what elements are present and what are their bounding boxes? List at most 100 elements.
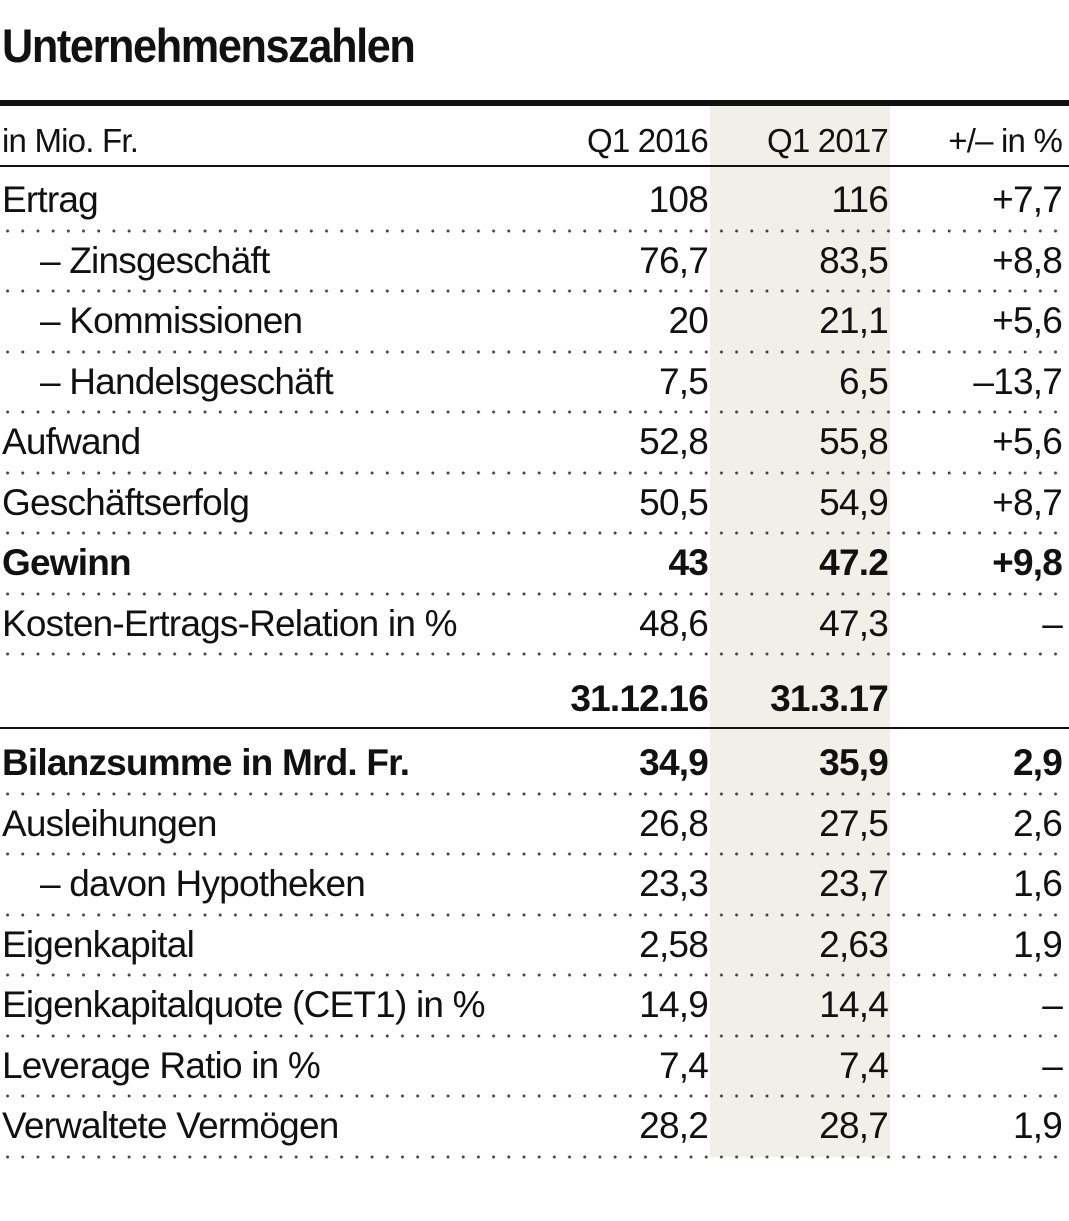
cell-value: 28,2 xyxy=(639,1105,709,1147)
cell-value: 20 xyxy=(668,300,708,342)
cell-value: 2,63 xyxy=(819,923,889,965)
dotted-separator xyxy=(0,1033,1069,1038)
cell-value: 14,4 xyxy=(819,984,889,1026)
cell-value: 76,7 xyxy=(639,239,709,281)
cell-value: 116 xyxy=(831,179,888,221)
cell-value: 50,5 xyxy=(639,481,709,523)
table-row: Eigenkapitalquote (CET1) in % 14,9 14,4 – xyxy=(0,975,1069,1036)
row-label: – Handelsgeschäft xyxy=(40,360,334,402)
cell-value: 23,7 xyxy=(819,863,889,905)
cell-value: 43 xyxy=(668,542,708,584)
cell-value: 7,4 xyxy=(838,1044,889,1086)
cell-value: 47,3 xyxy=(819,602,889,644)
cell-value: 52,8 xyxy=(639,421,709,463)
table-row: Leverage Ratio in % 7,4 7,4 – xyxy=(0,1036,1069,1097)
dotted-separator xyxy=(0,470,1069,475)
row-label: Verwaltete Vermögen xyxy=(2,1105,339,1147)
row-label: Gewinn xyxy=(2,542,132,584)
dotted-separator xyxy=(0,852,1069,856)
cell-value: 26,8 xyxy=(639,802,709,844)
cell-value: 2,58 xyxy=(639,923,709,965)
dotted-separator xyxy=(0,531,1069,535)
row-label: Geschäftserfolg xyxy=(2,481,250,523)
cell-value: – xyxy=(1042,1044,1063,1086)
dotted-separator xyxy=(0,349,1069,354)
dotted-separator xyxy=(0,912,1069,917)
dotted-separator xyxy=(0,228,1069,233)
cell-value: +8,7 xyxy=(992,481,1063,523)
column-header: +/– in % xyxy=(948,122,1063,159)
table-row: Geschäftserfolg 50,5 54,9 +8,7 xyxy=(0,473,1069,534)
cell-value: 47.2 xyxy=(819,542,889,584)
cell-value: +5,6 xyxy=(992,300,1063,342)
cell-value: 28,7 xyxy=(819,1105,889,1147)
cell-value: 14,9 xyxy=(639,984,709,1026)
column-shade xyxy=(710,105,890,1157)
cell-value: 35,9 xyxy=(819,742,889,784)
date-row: 31.12.16 31.3.17 xyxy=(0,672,1069,726)
table-row: Aufwand 52,8 55,8 +5,6 xyxy=(0,412,1069,473)
title: Unternehmenszahlen xyxy=(2,19,416,72)
cell-value: 54,9 xyxy=(819,481,889,523)
column-header: Q1 2017 xyxy=(766,122,889,159)
cell-value: 34,9 xyxy=(639,742,709,784)
dotted-separator xyxy=(0,973,1069,977)
cell-value: +8,8 xyxy=(992,239,1063,281)
row-label: Aufwand xyxy=(2,421,141,463)
cell-value: 23,3 xyxy=(639,863,709,905)
dotted-separator xyxy=(0,791,1069,796)
row-label: Ertrag xyxy=(2,179,99,221)
table-row: Ausleihungen 26,8 27,5 2,6 xyxy=(0,794,1069,855)
dotted-separator xyxy=(0,1094,1069,1098)
cell-value: 2,9 xyxy=(1012,742,1063,784)
cell-value: 1,9 xyxy=(1012,923,1063,965)
row-label: – davon Hypotheken xyxy=(40,863,366,905)
table-row: – davon Hypotheken 23,3 23,7 1,6 xyxy=(0,854,1069,915)
row-label: Eigenkapitalquote (CET1) in % xyxy=(2,984,486,1026)
dotted-separator xyxy=(0,410,1069,414)
table-row: – Handelsgeschäft 7,5 6,5 –13,7 xyxy=(0,352,1069,413)
cell-value: 7,4 xyxy=(658,1044,709,1086)
cell-value: 48,6 xyxy=(639,602,709,644)
cell-value: +7,7 xyxy=(992,179,1063,221)
row-label: Eigenkapital xyxy=(2,923,195,965)
date-header: 31.12.16 xyxy=(570,678,708,719)
table-row: – Zinsgeschäft 76,7 83,5 +8,8 xyxy=(0,231,1069,292)
column-header: in Mio. Fr. xyxy=(2,122,139,159)
row-label: Ausleihungen xyxy=(2,802,217,844)
dotted-separator xyxy=(0,591,1069,596)
cell-value: 21,1 xyxy=(819,300,889,342)
cell-value: 6,5 xyxy=(838,360,889,402)
cell-value: – xyxy=(1042,602,1063,644)
table-row: Gewinn 43 47.2 +9,8 xyxy=(0,533,1069,594)
table-row: Bilanzsumme in Mrd. Fr. 34,9 35,9 2,9 xyxy=(0,733,1069,794)
dotted-separator xyxy=(0,652,1069,656)
cell-value: +9,8 xyxy=(992,542,1063,584)
cell-value: 2,6 xyxy=(1012,802,1063,844)
header-row: in Mio. Fr. Q1 2016 Q1 2017 +/– in % xyxy=(0,118,1069,164)
column-header: Q1 2016 xyxy=(586,122,709,159)
date-header: 31.3.17 xyxy=(770,678,889,719)
dotted-separator xyxy=(0,1154,1069,1159)
table-row: Verwaltete Vermögen 28,2 28,7 1,9 xyxy=(0,1096,1069,1157)
cell-value: 55,8 xyxy=(819,421,889,463)
cell-value: 7,5 xyxy=(658,360,709,402)
dotted-separator xyxy=(0,289,1069,293)
table-row: Eigenkapital 2,58 2,63 1,9 xyxy=(0,915,1069,976)
cell-value: 83,5 xyxy=(819,239,889,281)
date-rule xyxy=(0,727,1069,729)
cell-value: +5,6 xyxy=(992,421,1063,463)
row-label: Leverage Ratio in % xyxy=(2,1044,321,1086)
table-row: – Kommissionen 20 21,1 +5,6 xyxy=(0,291,1069,352)
cell-value: 1,9 xyxy=(1012,1105,1063,1147)
cell-value: 108 xyxy=(648,179,709,221)
row-label: – Kommissionen xyxy=(40,300,303,342)
table-row: Ertrag 108 116 +7,7 xyxy=(0,170,1069,231)
cell-value: –13,7 xyxy=(973,360,1062,402)
header-rule xyxy=(0,165,1069,167)
table-row: Kosten-Ertrags-Relation in % 48,6 47,3 – xyxy=(0,594,1069,655)
top-rule xyxy=(0,100,1069,106)
row-label: – Zinsgeschäft xyxy=(40,239,270,281)
cell-value: 27,5 xyxy=(819,802,889,844)
